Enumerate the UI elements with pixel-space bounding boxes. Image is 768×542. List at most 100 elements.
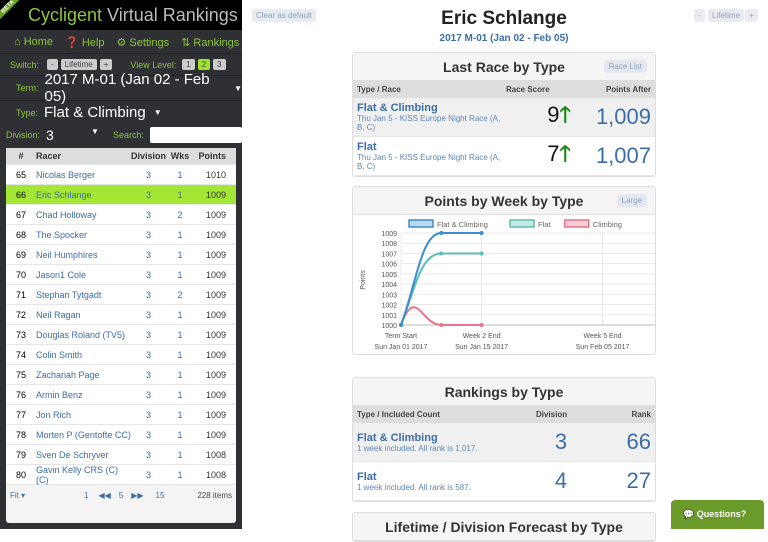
table-row[interactable]: 68 The Spocker 3 1 1009: [6, 225, 236, 245]
racer-link[interactable]: Chad Holloway: [36, 209, 97, 220]
lifetime-button[interactable]: Lifetime: [708, 9, 745, 22]
row-rank: 68: [15, 229, 26, 240]
data-point: [479, 251, 484, 256]
table-row[interactable]: 79 Sven De Schryver 3 1 1008: [6, 445, 236, 465]
app-logo[interactable]: BETA Cycligent Virtual Rankings: [0, 0, 242, 30]
row-division: 3: [145, 249, 151, 260]
racer-link[interactable]: Jon Rich: [36, 409, 72, 420]
lifetime-minus-button[interactable]: -: [694, 9, 705, 22]
racer-link[interactable]: Colin Smith: [36, 349, 83, 360]
nav-home[interactable]: ⌂ Home: [14, 36, 54, 48]
pager: Fit ▾ 1 ◀◀ 5 ▶▶ 15 228 items: [6, 485, 236, 506]
division-select[interactable]: 3 ▼: [40, 127, 99, 143]
arrow-up-icon: 🡑: [559, 141, 571, 166]
fit-select[interactable]: Fit ▾: [10, 491, 26, 500]
racer-link[interactable]: Morten P (Gentofte CC): [36, 429, 131, 440]
row-weeks: 1: [177, 169, 183, 180]
y-tick-label: 1001: [381, 313, 397, 320]
racer-link[interactable]: Gavin Kelly CRS (C) (C): [36, 464, 119, 485]
table-row[interactable]: 69 Neil Humphires 3 1 1009: [6, 245, 236, 265]
racer-link[interactable]: Neil Ragan: [36, 309, 81, 320]
large-button[interactable]: Large: [616, 194, 647, 207]
view-level-2[interactable]: 2: [197, 59, 211, 70]
race-list-button[interactable]: Race List: [603, 60, 647, 73]
racer-link[interactable]: Zachariah Page: [36, 369, 100, 380]
row-division: 3: [145, 389, 151, 400]
type-link[interactable]: Flat & Climbing: [357, 431, 438, 444]
col-weeks[interactable]: Wks: [170, 151, 190, 161]
term-select[interactable]: Term: 2017 M-01 (Jan 02 - Feb 05) ▼: [0, 71, 242, 105]
racer-link[interactable]: Jason1 Cole: [36, 269, 87, 280]
racer-link[interactable]: Stephan Tytgadt: [36, 289, 102, 300]
y-tick-label: 1006: [381, 262, 397, 269]
row-division: 3: [145, 309, 151, 320]
table-row[interactable]: 77 Jon Rich 3 1 1009: [6, 405, 236, 425]
table-row[interactable]: 78 Morten P (Gentofte CC) 3 1 1009: [6, 425, 236, 445]
series-line: [400, 306, 482, 326]
switch-plus-button[interactable]: +: [99, 59, 113, 70]
lifetime-plus-button[interactable]: +: [745, 9, 758, 22]
page-last[interactable]: 15: [155, 491, 165, 500]
row-weeks: 1: [177, 269, 183, 280]
nav-label: Rankings: [193, 37, 240, 49]
row-rank: 75: [15, 369, 26, 380]
table-row[interactable]: 66 Eric Schlange 3 1 1009: [6, 185, 236, 205]
nav-settings[interactable]: ⚙ Settings: [116, 37, 170, 49]
legend-swatch: [408, 219, 434, 228]
race-link[interactable]: Thu Jan 5 - KISS Europe Night Race (A, B…: [357, 114, 501, 132]
search-input[interactable]: [150, 127, 242, 143]
racer-link[interactable]: Armin Benz: [36, 389, 83, 400]
questions-button[interactable]: 💬 Questions?: [671, 500, 764, 529]
table-row[interactable]: 74 Colin Smith 3 1 1009: [6, 345, 236, 365]
race-link[interactable]: Thu Jan 5 - KISS Europe Night Race (A, B…: [357, 153, 501, 171]
row-weeks: 1: [177, 449, 183, 460]
fit-label: Fit: [10, 491, 19, 500]
row-points: 1008: [205, 469, 226, 480]
col-points[interactable]: Points: [198, 151, 226, 161]
table-row[interactable]: 80 Gavin Kelly CRS (C) (C) 3 1 1008: [6, 465, 236, 485]
table-row[interactable]: 72 Neil Ragan 3 1 1009: [6, 305, 236, 325]
table-row[interactable]: 75 Zachariah Page 3 1 1009: [6, 365, 236, 385]
view-level-3[interactable]: 3: [213, 59, 226, 70]
type-link[interactable]: Flat: [357, 141, 377, 153]
table-row[interactable]: 73 Douglas Roland (TV5) 3 1 1009: [6, 325, 236, 345]
switch-lifetime-button[interactable]: Lifetime: [60, 59, 97, 70]
prev-icon[interactable]: ◀◀: [98, 491, 111, 500]
type-link[interactable]: Flat: [357, 470, 377, 483]
racer-link[interactable]: Eric Schlange: [36, 189, 92, 200]
col-rank[interactable]: #: [18, 151, 24, 161]
type-link[interactable]: Flat & Climbing: [357, 102, 438, 114]
col-division[interactable]: Division: [131, 151, 167, 161]
row-division: 3: [145, 189, 151, 200]
view-level-label: View Level:: [130, 59, 177, 70]
racer-link[interactable]: Douglas Roland (TV5): [36, 329, 126, 340]
switch-minus-button[interactable]: -: [47, 59, 58, 70]
type-label: Type:: [16, 107, 39, 118]
page-first[interactable]: 1: [84, 491, 89, 500]
racer-link[interactable]: The Spocker: [36, 229, 88, 240]
racer-link[interactable]: Nicolas Berger: [36, 169, 96, 180]
table-row[interactable]: 67 Chad Holloway 3 2 1009: [6, 205, 236, 225]
row-rank: 73: [15, 329, 26, 340]
nav-rankings[interactable]: ⇅ Rankings: [181, 37, 240, 49]
table-row[interactable]: 70 Jason1 Cole 3 1 1009: [6, 265, 236, 285]
table-row[interactable]: 65 Nicolas Berger 3 1 1010: [6, 165, 236, 185]
table-row[interactable]: 76 Armin Benz 3 1 1009: [6, 385, 236, 405]
row-rank: 67: [15, 209, 26, 220]
col-racer[interactable]: Racer: [36, 151, 62, 161]
row-weeks: 1: [177, 249, 183, 260]
table-row[interactable]: 71 Stephan Tytgadt 3 2 1009: [6, 285, 236, 305]
racer-link[interactable]: Neil Humphires: [36, 249, 98, 260]
view-level-1[interactable]: 1: [182, 59, 195, 70]
points-by-week-card: Points by Week by Type Large: [352, 186, 656, 355]
row-rank: 69: [15, 249, 26, 260]
clear-default-button[interactable]: Clear as default: [252, 9, 317, 22]
racer-link[interactable]: Sven De Schryver: [36, 449, 109, 460]
next-icon[interactable]: ▶▶: [131, 491, 144, 500]
series-line: [400, 232, 482, 326]
x-tick-label: Sun Feb 05 2017: [576, 344, 630, 351]
chat-icon: 💬: [683, 509, 695, 519]
page-current[interactable]: 5: [118, 491, 124, 500]
type-select[interactable]: Type: Flat & Climbing ▼: [0, 101, 242, 124]
nav-help[interactable]: ❓ Help: [65, 37, 105, 49]
